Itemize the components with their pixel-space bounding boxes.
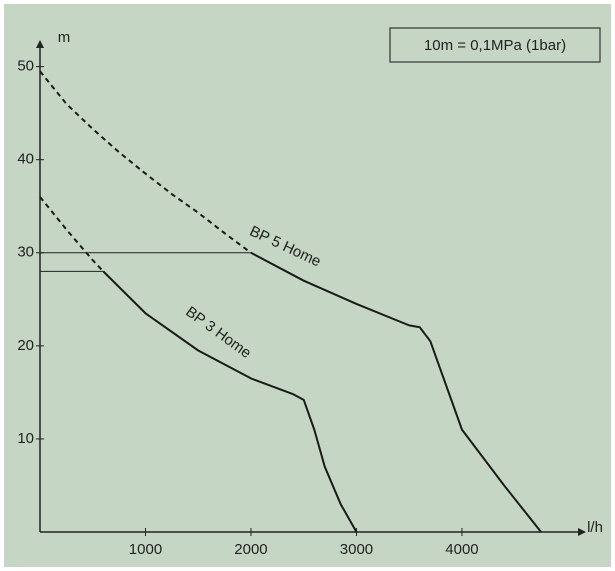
chart-background <box>4 4 611 567</box>
y-axis-label: m <box>58 29 71 46</box>
x-tick-label: 1000 <box>129 541 162 558</box>
x-tick-label: 2000 <box>234 541 267 558</box>
curve-dashed <box>39 70 252 254</box>
y-tick-label: 40 <box>17 151 34 168</box>
note-box <box>389 27 601 63</box>
x-tick-label: 3000 <box>340 541 373 558</box>
x-axis-label: l/h <box>587 519 603 536</box>
y-axis-arrow <box>36 40 44 48</box>
y-tick-label: 10 <box>17 430 34 447</box>
y-tick-label: 20 <box>17 337 34 354</box>
y-tick-label: 50 <box>17 58 34 75</box>
x-axis-arrow <box>578 528 586 536</box>
curve-dashed <box>39 196 105 273</box>
curve-solid <box>102 270 358 533</box>
x-tick-label: 4000 <box>445 541 478 558</box>
curve-solid <box>250 251 542 533</box>
note: 10m = 0,1MPa (1bar) <box>424 37 566 54</box>
y-tick-label: 30 <box>17 244 34 261</box>
